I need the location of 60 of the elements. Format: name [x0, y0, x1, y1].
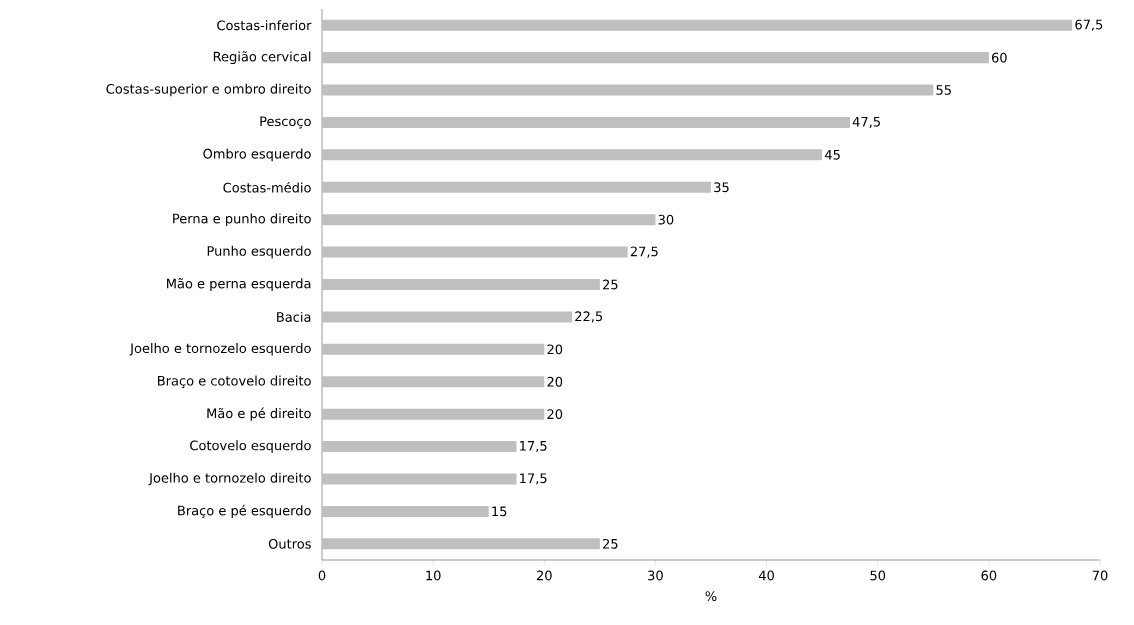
data-label: 27,5: [630, 246, 658, 258]
x-tick-label: 40: [758, 570, 774, 581]
x-tick-label: 50: [870, 570, 886, 581]
x-tick-label: 30: [648, 570, 663, 581]
x-tick-label: 0: [318, 570, 326, 581]
x-tick-label: 10: [426, 570, 441, 581]
data-label: 25: [603, 538, 618, 549]
data-label: 20: [547, 376, 563, 387]
data-label: 15: [492, 506, 507, 517]
data-label: 20: [547, 409, 563, 420]
bar: [322, 52, 989, 64]
data-label: 22,5: [575, 311, 603, 323]
data-label: 17,5: [520, 441, 547, 453]
y-tick-label: Mão e pé direito: [207, 407, 311, 421]
x-tick-label: 60: [981, 570, 997, 581]
y-tick-label: Costas-inferior: [217, 20, 312, 31]
bar: [322, 84, 934, 96]
bar: [322, 505, 489, 517]
y-tick-label: Região cervical: [213, 51, 311, 65]
data-label: 60: [991, 52, 1007, 63]
y-tick-label: Joelho e tornozelo direito: [148, 472, 311, 486]
data-label: 67,5: [1075, 19, 1103, 31]
y-tick-label: Costas-médio: [223, 181, 311, 193]
bar: [322, 116, 850, 128]
x-tick-label: 20: [536, 570, 552, 581]
bar: [322, 149, 823, 161]
x-tick-label: 70: [1092, 570, 1108, 581]
bar: [322, 441, 517, 453]
data-label: 17,5: [520, 473, 547, 485]
y-tick-label: Cotovelo esquerdo: [190, 440, 311, 453]
y-tick-label: Ombro esquerdo: [203, 148, 311, 162]
y-tick-label: Perna e punho direito: [173, 213, 311, 226]
y-tick-label: Costas-superior e ombro direito: [106, 83, 311, 97]
y-tick-label: Punho esquerdo: [207, 245, 311, 259]
y-tick-label: Braço e cotovelo direito: [158, 375, 311, 388]
y-tick-label: Outros: [268, 538, 311, 549]
y-tick-label: Pescoço: [260, 116, 311, 129]
data-label: 55: [936, 85, 951, 95]
bar: [322, 19, 1073, 31]
y-tick-label: Braço e pé esquerdo: [178, 504, 311, 518]
bar: [322, 376, 545, 388]
y-tick-label: Mão e perna esquerda: [167, 278, 311, 291]
data-label: 25: [603, 279, 618, 290]
data-label: 30: [658, 214, 674, 225]
data-label: 35: [714, 182, 729, 193]
x-axis-title: %: [705, 591, 717, 602]
bar: [322, 311, 573, 323]
bar: [322, 214, 656, 226]
bar: [322, 408, 545, 420]
y-tick-label: Bacia: [277, 311, 311, 322]
bar: [322, 279, 600, 291]
bar: [322, 538, 600, 550]
bar: [322, 246, 628, 258]
data-label: 20: [547, 344, 563, 355]
data-label: 45: [824, 150, 840, 160]
data-label: 47,5: [852, 116, 880, 128]
bar: [322, 343, 545, 355]
bar: [322, 473, 517, 485]
bar: [322, 181, 711, 193]
y-tick-label: Joelho e tornozelo esquerdo: [129, 343, 311, 356]
